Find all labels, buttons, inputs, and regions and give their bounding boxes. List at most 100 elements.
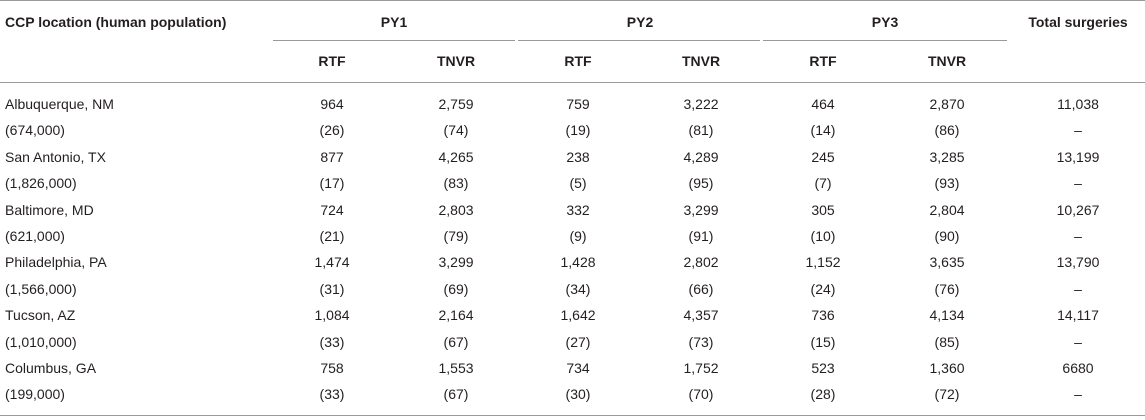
group-rule-py3 xyxy=(763,40,1007,41)
cell-py1-rtf: (26) xyxy=(319,122,345,138)
cell-py3-rtf: (24) xyxy=(810,281,836,297)
cell-py2-rtf: 332 xyxy=(566,202,590,218)
cell-py2-tnvr: (70) xyxy=(688,386,714,402)
subheader-rtf: RTF xyxy=(564,53,592,69)
cell-py1-tnvr: (69) xyxy=(443,281,469,297)
cell-total-surgeries: 13,790 xyxy=(1056,254,1100,270)
subheader-tnvr: TNVR xyxy=(927,53,967,69)
header-group-py3: PY3 xyxy=(871,14,899,30)
cell-total-surgeries: 13,199 xyxy=(1056,149,1100,165)
cell-py2-tnvr: 3,222 xyxy=(683,96,719,112)
cell-py2-tnvr: (91) xyxy=(688,228,714,244)
cell-py1-tnvr: 2,803 xyxy=(438,202,474,218)
row-population-label: (674,000) xyxy=(5,122,65,138)
row-location-label: San Antonio, TX xyxy=(5,149,106,165)
cell-py2-tnvr: 4,357 xyxy=(683,307,719,323)
group-rule-py2 xyxy=(518,40,760,41)
cell-py1-rtf: (21) xyxy=(319,228,345,244)
cell-py3-rtf: 305 xyxy=(811,202,835,218)
cell-py3-tnvr: 4,134 xyxy=(929,307,965,323)
cell-py2-rtf: 238 xyxy=(566,149,590,165)
cell-py2-rtf: (9) xyxy=(569,228,587,244)
cell-py1-rtf: (31) xyxy=(319,281,345,297)
cell-py3-tnvr: (85) xyxy=(934,334,960,350)
cell-py1-tnvr: 3,299 xyxy=(438,254,474,270)
cell-py3-rtf: (10) xyxy=(810,228,836,244)
cell-total-surgeries: 6680 xyxy=(1062,360,1094,376)
cell-total-surgeries: – xyxy=(1074,175,1082,191)
cell-py3-rtf: (14) xyxy=(810,122,836,138)
cell-py1-tnvr: (74) xyxy=(443,122,469,138)
row-population-label: (1,826,000) xyxy=(5,175,77,191)
cell-py2-tnvr: (66) xyxy=(688,281,714,297)
cell-py3-rtf: 736 xyxy=(811,307,835,323)
cell-py3-tnvr: (90) xyxy=(934,228,960,244)
cell-py2-rtf: (5) xyxy=(569,175,587,191)
cell-py1-tnvr: (79) xyxy=(443,228,469,244)
row-population-label: (1,010,000) xyxy=(5,334,77,350)
subheader-tnvr: TNVR xyxy=(436,53,476,69)
cell-py1-tnvr: 1,553 xyxy=(438,360,474,376)
header-group-py1: PY1 xyxy=(380,14,408,30)
cell-py1-rtf: 1,084 xyxy=(314,307,350,323)
header-rule xyxy=(0,82,1145,83)
cell-py2-tnvr: 4,289 xyxy=(683,149,719,165)
subheader-rtf: RTF xyxy=(809,53,837,69)
cell-py1-rtf: (33) xyxy=(319,334,345,350)
header-total-surgeries: Total surgeries xyxy=(1028,14,1128,30)
cell-py1-rtf: 964 xyxy=(320,96,344,112)
cell-py3-tnvr: (86) xyxy=(934,122,960,138)
cell-py2-tnvr: (81) xyxy=(688,122,714,138)
cell-py2-rtf: (30) xyxy=(565,386,591,402)
cell-py3-tnvr: 1,360 xyxy=(929,360,965,376)
cell-py1-rtf: 877 xyxy=(320,149,344,165)
cell-py1-rtf: 724 xyxy=(320,202,344,218)
cell-py3-tnvr: 2,870 xyxy=(929,96,965,112)
cell-total-surgeries: 11,038 xyxy=(1057,96,1099,112)
cell-py2-tnvr: 2,802 xyxy=(683,254,719,270)
cell-py2-rtf: (27) xyxy=(565,334,591,350)
cell-py2-rtf: 734 xyxy=(566,360,590,376)
cell-py3-rtf: 523 xyxy=(811,360,835,376)
cell-py3-tnvr: 2,804 xyxy=(929,202,965,218)
cell-py1-rtf: (17) xyxy=(319,175,345,191)
cell-total-surgeries: – xyxy=(1074,334,1082,350)
row-location-label: Baltimore, MD xyxy=(5,202,94,218)
row-location-label: Tucson, AZ xyxy=(5,307,76,323)
cell-py3-tnvr: (72) xyxy=(934,386,960,402)
bottom-rule xyxy=(0,415,1145,416)
cell-py3-tnvr: 3,285 xyxy=(929,149,965,165)
cell-total-surgeries: – xyxy=(1074,386,1082,402)
cell-total-surgeries: 10,267 xyxy=(1056,202,1100,218)
cell-py2-rtf: (19) xyxy=(565,122,591,138)
row-location-label: Columbus, GA xyxy=(5,360,97,376)
row-location-label: Albuquerque, NM xyxy=(5,96,114,112)
cell-py3-tnvr: (93) xyxy=(934,175,960,191)
cell-py3-rtf: (15) xyxy=(810,334,836,350)
cell-py2-tnvr: 3,299 xyxy=(683,202,719,218)
cell-py3-rtf: (7) xyxy=(814,175,832,191)
cell-py3-tnvr: (76) xyxy=(934,281,960,297)
cell-py3-rtf: 1,152 xyxy=(805,254,841,270)
cell-py3-tnvr: 3,635 xyxy=(929,254,965,270)
cell-py1-rtf: (33) xyxy=(319,386,345,402)
cell-py2-tnvr: 1,752 xyxy=(683,360,719,376)
cell-py3-rtf: (28) xyxy=(810,386,836,402)
subheader-tnvr: TNVR xyxy=(681,53,721,69)
group-rule-py1 xyxy=(273,40,515,41)
cell-py1-tnvr: (83) xyxy=(443,175,469,191)
cell-total-surgeries: – xyxy=(1074,122,1082,138)
header-group-py2: PY2 xyxy=(626,14,654,30)
row-location-label: Philadelphia, PA xyxy=(5,254,107,270)
subheader-rtf: RTF xyxy=(318,53,346,69)
cell-total-surgeries: – xyxy=(1074,281,1082,297)
cell-py2-rtf: 759 xyxy=(566,96,590,112)
cell-py1-tnvr: 4,265 xyxy=(438,149,474,165)
cell-py2-rtf: (34) xyxy=(565,281,591,297)
cell-py1-tnvr: 2,759 xyxy=(438,96,474,112)
cell-py2-rtf: 1,642 xyxy=(560,307,596,323)
top-rule xyxy=(0,0,1145,1)
cell-py2-rtf: 1,428 xyxy=(560,254,596,270)
row-population-label: (199,000) xyxy=(5,386,65,402)
